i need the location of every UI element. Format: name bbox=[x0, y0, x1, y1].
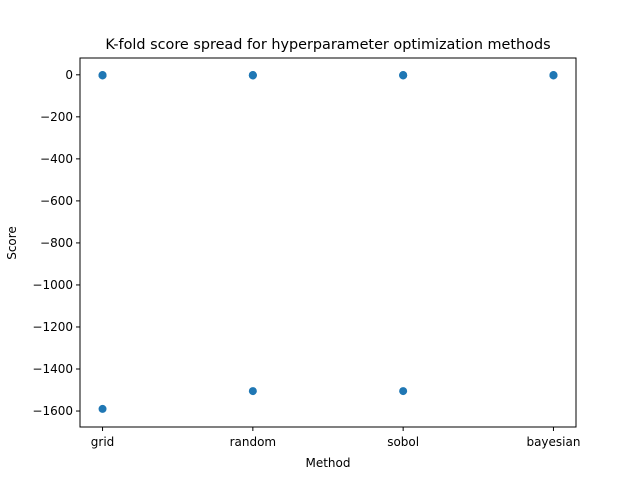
data-point bbox=[549, 71, 558, 80]
x-tick-label: grid bbox=[91, 435, 115, 449]
x-tick-label: sobol bbox=[387, 435, 419, 449]
data-point bbox=[98, 71, 107, 80]
y-tick-label: −1000 bbox=[32, 278, 73, 292]
data-point bbox=[399, 71, 408, 80]
y-axis-label: Score bbox=[5, 226, 19, 260]
y-tick-label: −1600 bbox=[32, 404, 73, 418]
y-tick-label: −200 bbox=[40, 110, 73, 124]
y-tick-label: −600 bbox=[40, 194, 73, 208]
y-tick-label: −400 bbox=[40, 152, 73, 166]
x-axis: grid random sobol bayesian bbox=[91, 427, 580, 449]
plot-area bbox=[79, 57, 577, 428]
data-point bbox=[98, 404, 107, 413]
plot-frame bbox=[79, 57, 577, 428]
x-tick-label: bayesian bbox=[526, 435, 580, 449]
data-points bbox=[98, 71, 558, 413]
y-tick-label: 0 bbox=[65, 68, 73, 82]
y-tick-label: −1200 bbox=[32, 320, 73, 334]
x-axis-label: Method bbox=[305, 456, 350, 470]
y-axis: 0 −200 −400 −600 −800 −1000 −1200 −1400 −1600 bbox=[32, 68, 80, 418]
chart-title: K-fold score spread for hyperparameter o… bbox=[105, 37, 550, 53]
data-point bbox=[399, 387, 408, 396]
x-tick-label: random bbox=[230, 435, 277, 449]
y-tick-label: −1400 bbox=[32, 362, 73, 376]
y-tick-label: −800 bbox=[40, 236, 73, 250]
data-point bbox=[248, 387, 257, 396]
data-point bbox=[248, 71, 257, 80]
